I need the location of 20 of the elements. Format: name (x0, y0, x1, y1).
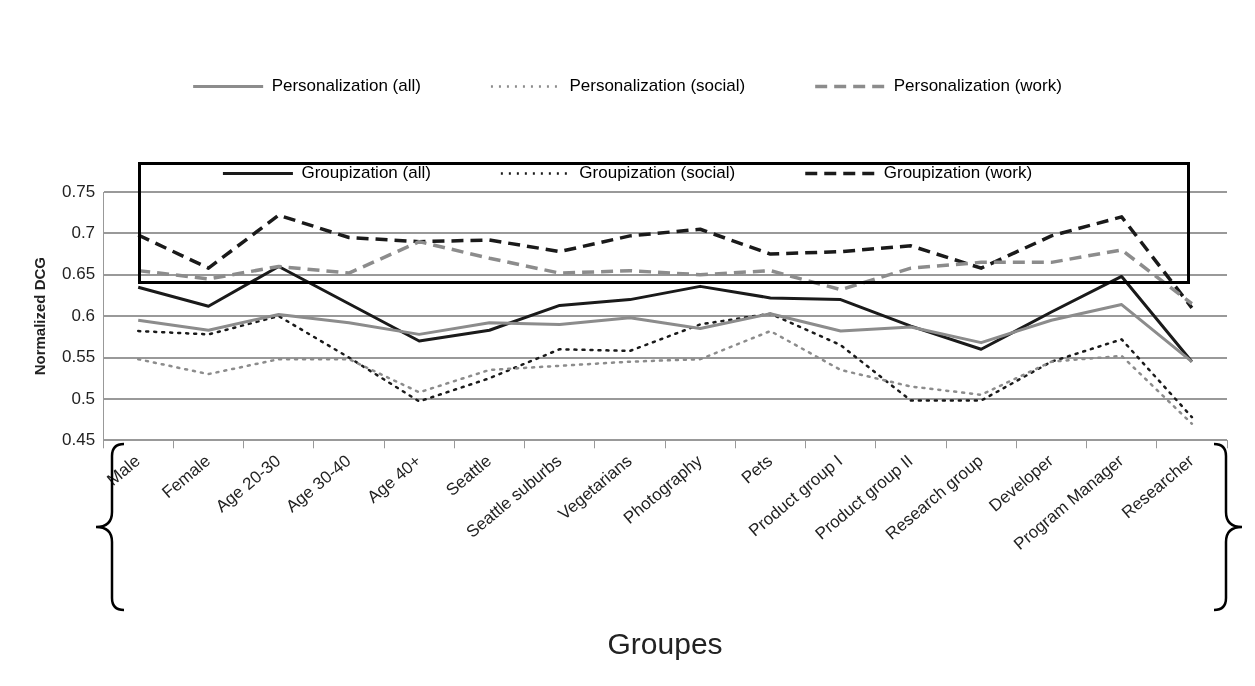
line-series (136, 329, 1194, 425)
y-tick-label: 0.65 (61, 264, 96, 284)
legend-label: Groupization (work) (883, 163, 1033, 183)
legend-label: Groupization (all) (301, 163, 431, 183)
legend-label: Personalization (all) (271, 76, 421, 96)
legend-label: Groupization (social) (579, 163, 736, 183)
line-series (136, 312, 1194, 419)
y-tick-label: 0.5 (71, 388, 96, 408)
x-tick-label: Age 40+ (363, 451, 425, 507)
y-tick-label: 0.45 (61, 430, 96, 449)
x-axis-title: Groupes (607, 627, 723, 661)
x-tick-label: Pets (737, 451, 776, 488)
y-tick-label: 0.55 (61, 347, 96, 367)
line-series (136, 213, 1194, 310)
legend-label: Personalization (social) (569, 76, 746, 96)
y-axis-title: Normalized DCG (31, 256, 49, 376)
y-tick-label: 0.7 (71, 223, 96, 243)
y-tick-label: 0.75 (61, 181, 96, 201)
legend-label: Personalization (work) (893, 76, 1062, 96)
y-tick-label: 0.6 (71, 305, 96, 325)
